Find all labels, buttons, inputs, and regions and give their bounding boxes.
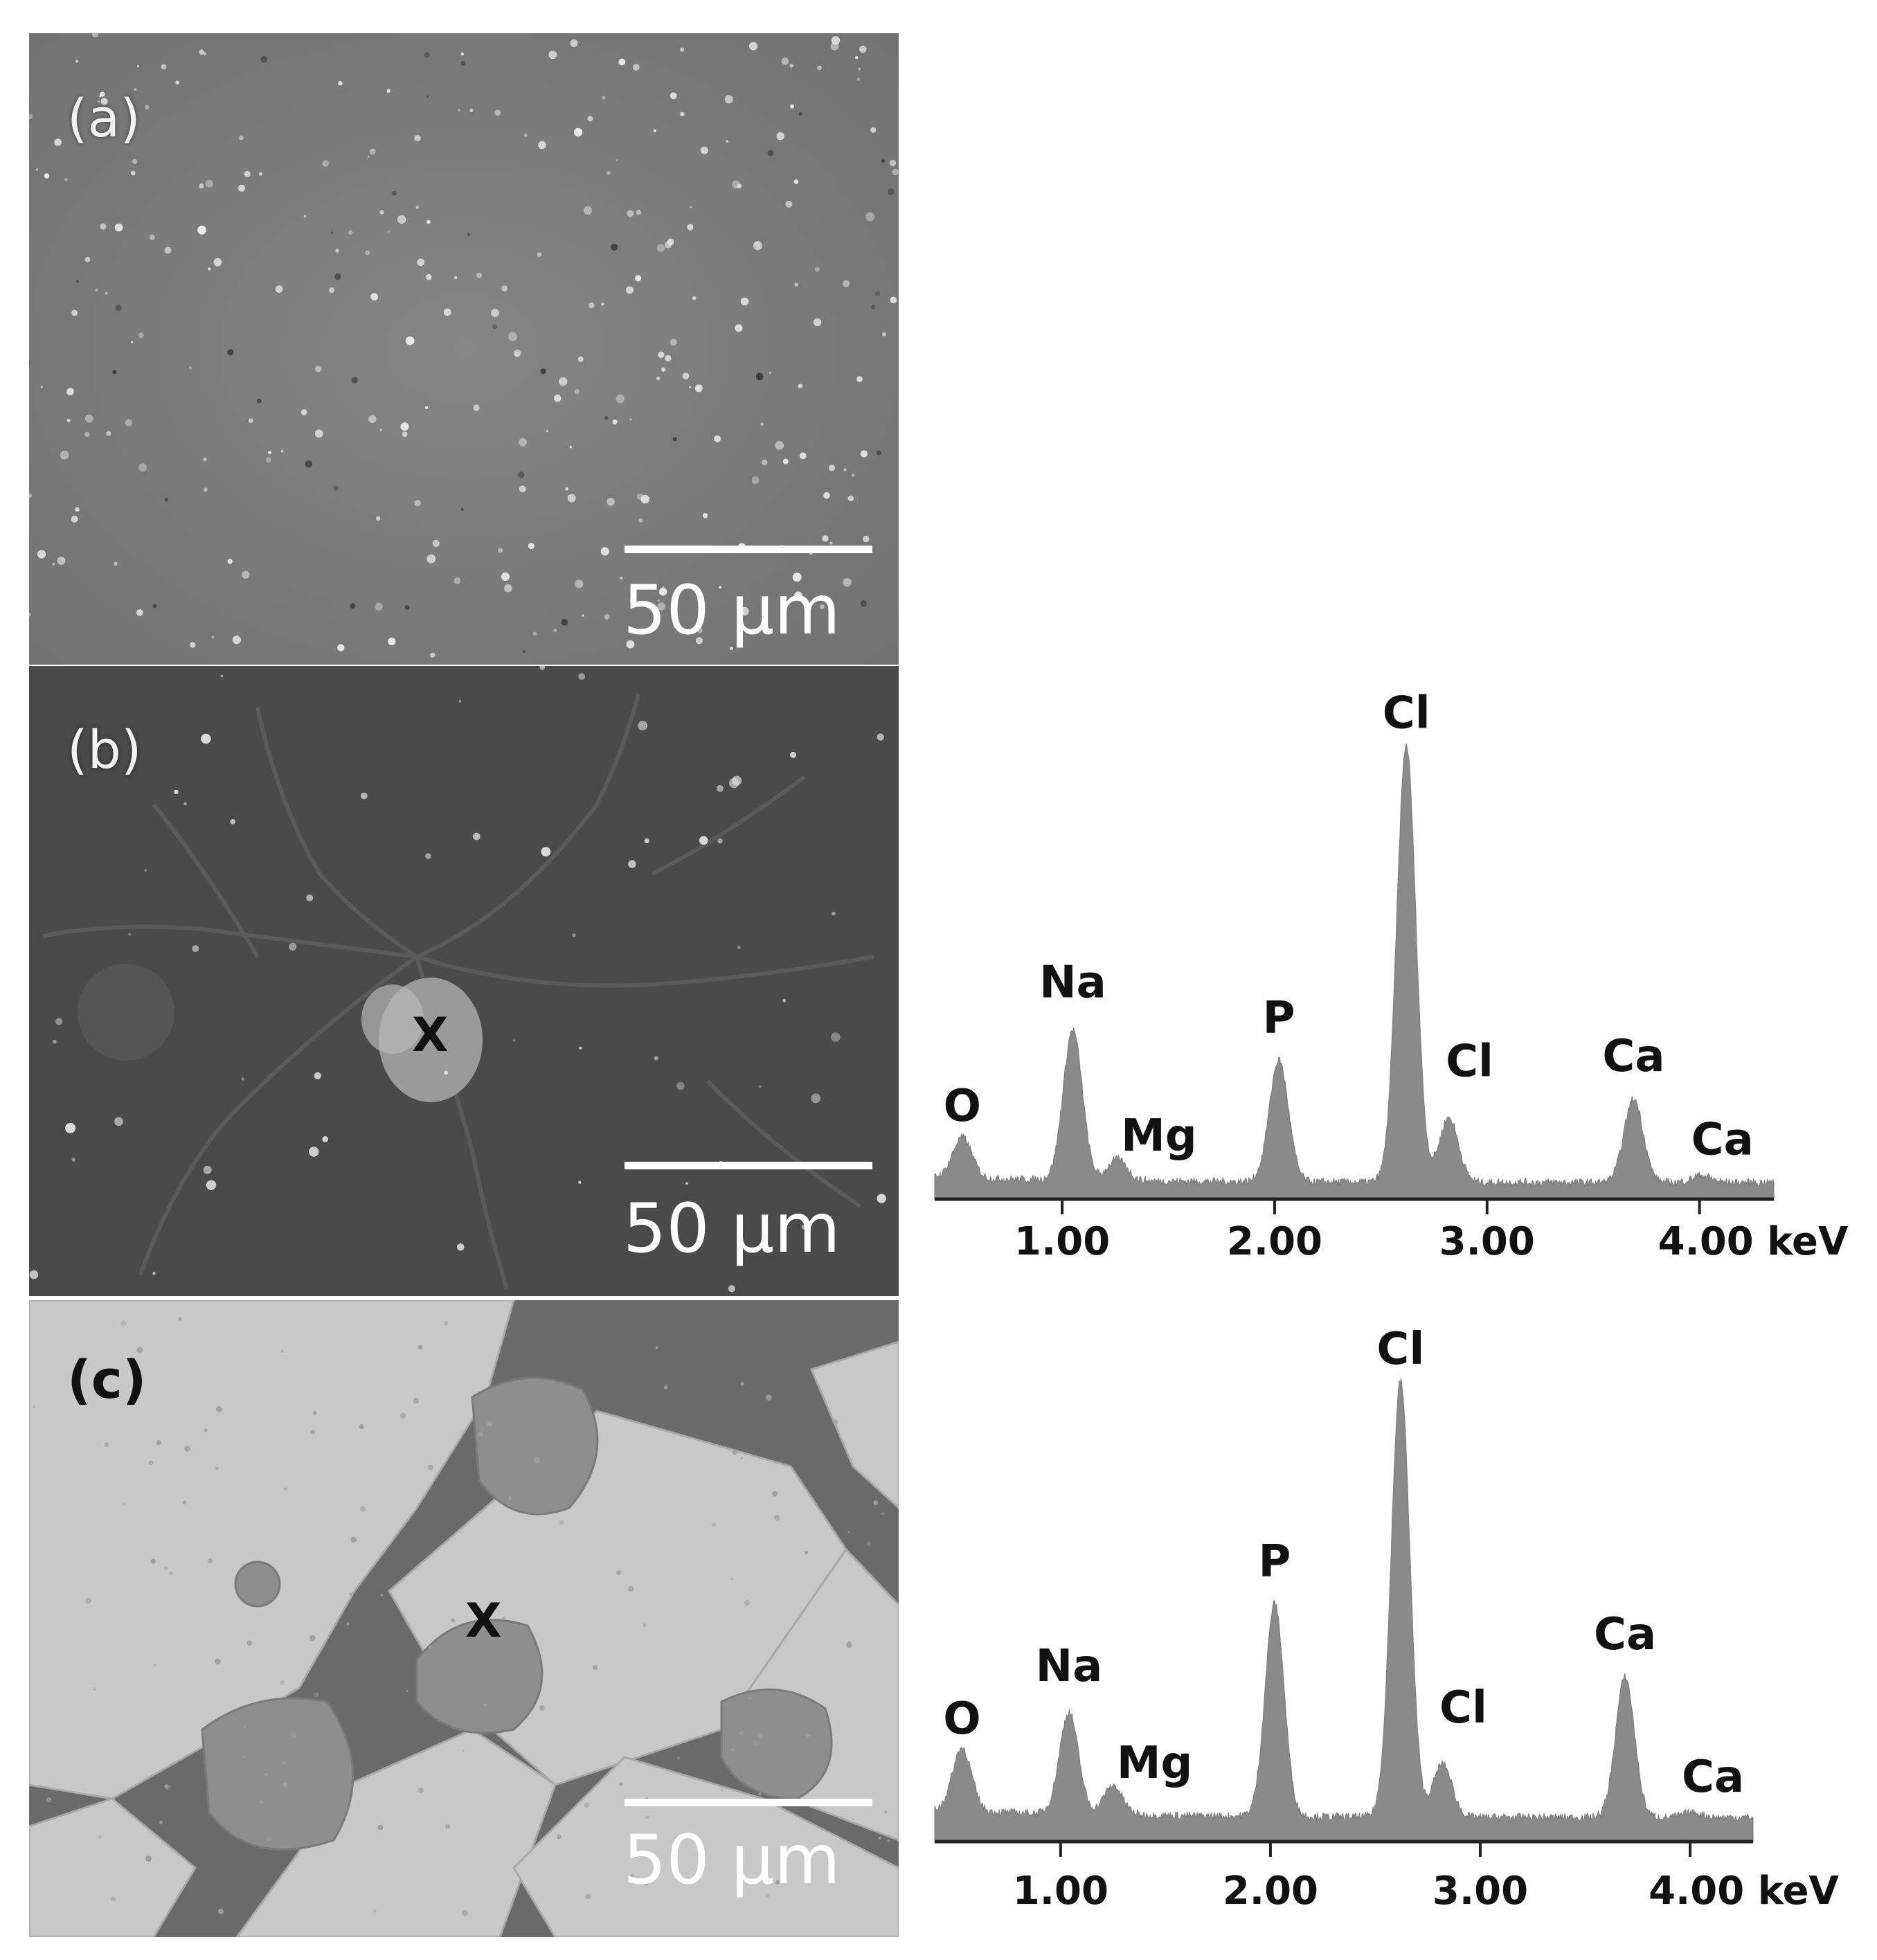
peak-label-cl-b: Cl	[1446, 1036, 1493, 1088]
peak-label-ca-b: Ca	[1602, 1031, 1664, 1082]
scale-bar-label-c: 50 µm	[623, 1821, 841, 1900]
peak-label-mg-b: Mg	[1121, 1111, 1197, 1162]
sem-texture-c	[29, 1300, 899, 1937]
scale-bar-a	[625, 546, 872, 553]
x-tick-label-b: 3.00	[1439, 1219, 1535, 1264]
eds-spectrum-b: 1.00 2.00 3.00 4.00 keV O Na Mg P Cl Cl Ca Ca	[934, 688, 1849, 1264]
peak-label-ca-c: Ca	[1682, 1752, 1744, 1803]
peak-label-ca-c: Ca	[1594, 1609, 1656, 1660]
sem-image-b: (b) X 50 µm	[29, 666, 899, 1296]
scale-bar-b	[625, 1162, 872, 1169]
sem-image-c: (c) X 50 µm	[29, 1300, 899, 1937]
scale-bar-c	[625, 1799, 872, 1806]
x-tick-label-c: 2.00	[1223, 1869, 1318, 1914]
peak-label-p-c: P	[1259, 1536, 1291, 1588]
peak-label-na-c: Na	[1036, 1641, 1103, 1692]
peak-label-p-b: P	[1263, 993, 1295, 1044]
spectrum-area-c	[934, 1378, 1754, 1842]
panel-label-a: (a)	[67, 87, 141, 149]
sem-texture-b	[29, 666, 899, 1296]
x-tick-label-c: 1.00	[1013, 1869, 1108, 1914]
peak-label-cl-c: Cl	[1376, 1324, 1424, 1375]
x-tick-label-b: 4.00 keV	[1658, 1219, 1849, 1264]
peak-label-o-c: O	[943, 1693, 980, 1745]
x-tick-label-b: 2.00	[1227, 1219, 1322, 1264]
panel-label-b: (b)	[67, 719, 142, 780]
scale-bar-label-b: 50 µm	[623, 1189, 841, 1268]
sem-image-a: (a) 50 µm	[29, 33, 899, 665]
peak-label-o-b: O	[944, 1081, 981, 1132]
sem-texture-a	[29, 33, 899, 665]
spectrum-area-b	[934, 742, 1775, 1200]
peak-label-cl-c: Cl	[1439, 1682, 1487, 1734]
peak-label-mg-c: Mg	[1117, 1738, 1193, 1789]
panel-label-c: (c)	[67, 1349, 147, 1410]
peak-label-ca-b: Ca	[1691, 1115, 1754, 1166]
peak-label-cl-b: Cl	[1383, 688, 1430, 739]
scale-bar-label-a: 50 µm	[623, 571, 841, 650]
analysis-point-marker-c: X	[465, 1594, 502, 1648]
analysis-point-marker-b: X	[412, 1008, 449, 1063]
eds-spectrum-c: 1.00 2.00 3.00 4.00 keV O Na Mg P Cl Cl Ca Ca	[934, 1324, 1839, 1914]
x-tick-label-c: 4.00 keV	[1649, 1869, 1839, 1914]
x-tick-label-b: 1.00	[1014, 1219, 1110, 1264]
x-tick-label-c: 3.00	[1433, 1869, 1528, 1914]
peak-label-na-b: Na	[1039, 957, 1106, 1009]
